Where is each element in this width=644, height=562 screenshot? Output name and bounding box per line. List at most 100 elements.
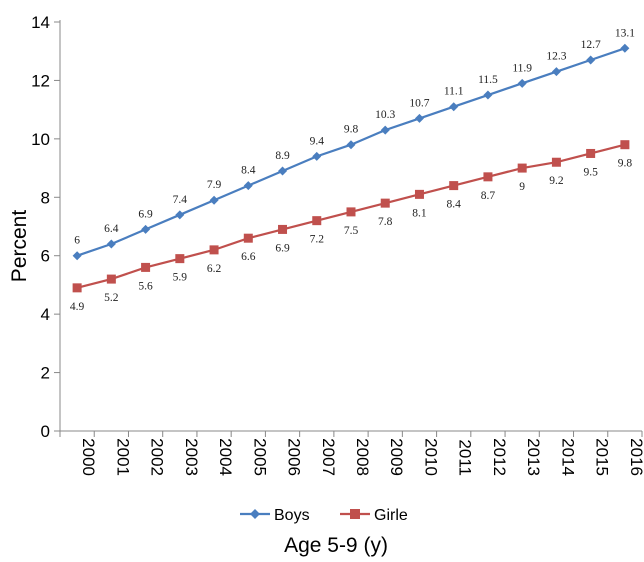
data-point-boys <box>551 67 561 77</box>
x-axis-title: Age 5-9 (y) <box>284 534 388 557</box>
data-point-girle <box>586 148 596 158</box>
legend-marker-boys <box>250 509 260 519</box>
data-label-boys: 6.4 <box>104 223 119 235</box>
data-point-girle <box>243 233 253 243</box>
data-point-boys <box>278 166 288 176</box>
x-tick-label: 2008 <box>353 438 372 476</box>
legend-marker-girle <box>350 509 360 519</box>
x-tick-label: 2001 <box>113 438 132 476</box>
data-labels: 6 6.4 6.9 7.4 7.9 8.4 8.9 9.4 9.8 10.3 10.7 11.1 11.… <box>70 27 635 313</box>
series-group <box>72 43 630 293</box>
data-point-boys <box>414 113 424 123</box>
data-label-boys: 13.1 <box>615 27 635 39</box>
data-point-boys <box>209 195 219 205</box>
data-label-boys: 12.3 <box>546 51 566 63</box>
y-tick-label: 14 <box>31 13 50 32</box>
data-point-boys <box>175 210 185 220</box>
x-tick-label: 2004 <box>216 438 235 476</box>
data-label-girle: 9.8 <box>618 158 633 170</box>
x-tick-label: 2011 <box>456 439 475 476</box>
data-point-girle <box>312 216 322 226</box>
data-label-boys: 8.9 <box>275 150 290 162</box>
data-point-boys <box>72 251 82 261</box>
x-tick-label: 2014 <box>558 438 577 476</box>
data-label-boys: 9.8 <box>344 124 359 136</box>
data-point-boys <box>106 239 116 249</box>
legend: Boys Girle <box>240 507 408 524</box>
x-tick-label: 2003 <box>182 438 201 476</box>
data-label-girle: 4.9 <box>70 301 85 313</box>
data-label-boys: 12.7 <box>581 39 601 51</box>
data-label-girle: 7.2 <box>310 234 325 246</box>
data-label-girle: 5.9 <box>173 272 188 284</box>
data-point-girle <box>449 181 459 191</box>
data-point-girle <box>620 140 630 150</box>
data-label-boys: 11.5 <box>478 74 498 86</box>
y-tick-label: 12 <box>31 71 50 90</box>
data-label-boys: 6.9 <box>138 208 153 220</box>
data-point-boys <box>483 90 493 100</box>
x-tick-label: 2007 <box>319 438 338 476</box>
data-label-boys: 10.7 <box>409 97 429 109</box>
y-tick-label: 10 <box>31 130 50 149</box>
data-label-boys: 7.9 <box>207 179 222 191</box>
x-tick-labels: 2000 2001 2002 2003 2004 2005 2006 2007 2008 2009… <box>79 438 644 476</box>
data-point-girle <box>106 274 116 284</box>
data-label-girle: 5.6 <box>138 280 153 292</box>
y-tick-label: 4 <box>41 305 50 324</box>
legend-label-girle: Girle <box>374 507 408 524</box>
x-tick-label: 2010 <box>421 438 440 476</box>
x-tick-label: 2012 <box>490 438 509 476</box>
data-label-boys: 8.4 <box>241 165 256 177</box>
data-point-girle <box>414 189 424 199</box>
data-point-girle <box>141 262 151 272</box>
data-point-boys <box>586 55 596 65</box>
data-point-boys <box>449 102 459 112</box>
data-label-boys: 7.4 <box>173 194 188 206</box>
data-label-girle: 6.6 <box>241 251 256 263</box>
legend-label-boys: Boys <box>274 507 310 524</box>
data-point-girle <box>209 245 219 255</box>
data-label-girle: 7.5 <box>344 225 359 237</box>
data-label-girle: 6.9 <box>275 242 290 254</box>
data-point-girle <box>551 157 561 167</box>
x-tick-label: 2006 <box>285 438 304 476</box>
data-point-girle <box>380 198 390 208</box>
data-label-boys: 10.3 <box>375 109 395 121</box>
data-point-girle <box>483 172 493 182</box>
data-label-girle: 7.8 <box>378 216 393 228</box>
data-label-girle: 6.2 <box>207 263 222 275</box>
data-point-boys <box>380 125 390 135</box>
y-tick-label: 0 <box>41 422 50 441</box>
x-tick-label: 2005 <box>250 438 269 476</box>
data-point-girle <box>278 224 288 234</box>
data-point-boys <box>141 224 151 234</box>
data-label-girle: 9.5 <box>583 166 598 178</box>
data-label-boys: 6 <box>74 235 80 247</box>
data-label-boys: 11.1 <box>444 86 464 98</box>
data-label-girle: 8.7 <box>481 190 496 202</box>
data-point-girle <box>72 283 82 293</box>
data-point-boys <box>243 181 253 191</box>
data-label-boys: 11.9 <box>512 62 532 74</box>
y-tick-label: 2 <box>41 364 50 383</box>
y-tick-labels: 0 2 4 6 8 10 12 14 <box>31 13 50 441</box>
x-tick-label: 2015 <box>593 438 612 476</box>
data-point-girle <box>517 163 527 173</box>
y-tick-label: 6 <box>41 247 50 266</box>
data-label-girle: 8.1 <box>412 207 427 219</box>
y-axis-title: Percent <box>8 210 31 283</box>
data-label-girle: 5.2 <box>104 292 119 304</box>
data-label-girle: 9.2 <box>549 175 564 187</box>
data-point-boys <box>346 140 356 150</box>
x-tick-label: 2016 <box>627 438 644 476</box>
x-tick-label: 2009 <box>387 438 406 476</box>
data-label-girle: 9 <box>519 181 525 193</box>
data-label-boys: 9.4 <box>310 135 325 147</box>
data-label-girle: 8.4 <box>447 199 462 211</box>
data-point-girle <box>175 254 185 264</box>
x-tick-label: 2000 <box>79 438 98 476</box>
axes <box>54 20 643 437</box>
x-tick-label: 2002 <box>148 438 167 476</box>
